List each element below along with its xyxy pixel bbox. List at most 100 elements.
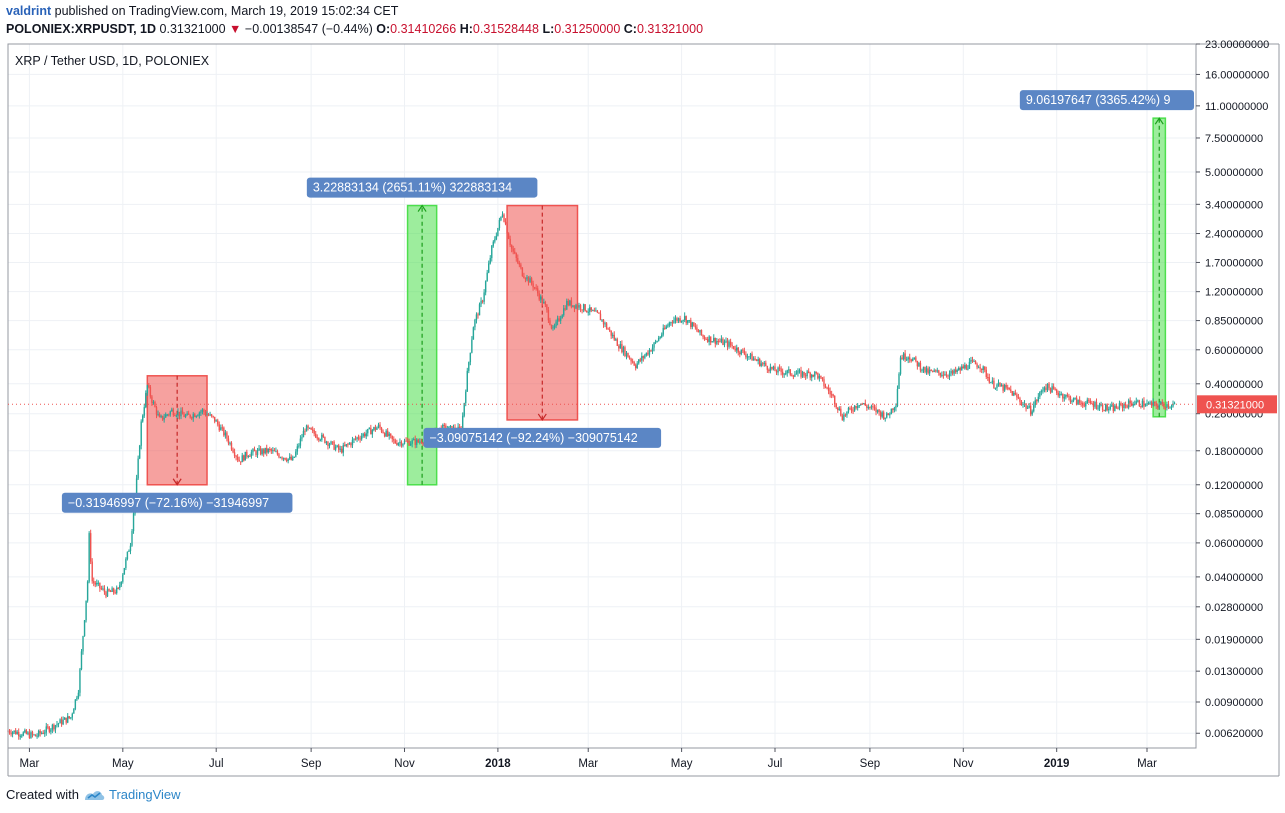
candle-body	[275, 451, 277, 453]
last-price-tag[interactable]	[1197, 395, 1277, 414]
candle-body	[319, 439, 322, 441]
candle-body	[337, 445, 340, 450]
candle-body	[902, 353, 905, 360]
tradingview-brand[interactable]: TradingView	[108, 787, 181, 802]
candle-body	[699, 329, 701, 333]
candle-body	[766, 366, 769, 370]
candle-body	[89, 533, 92, 562]
candle-body	[76, 697, 78, 700]
candle-body	[1005, 385, 1007, 388]
candle-body	[1129, 400, 1131, 404]
candle-body	[541, 296, 543, 304]
measure-label-bg	[1019, 90, 1194, 111]
candle-body	[1066, 395, 1069, 397]
candle-body	[111, 588, 113, 592]
candle-body	[772, 366, 775, 369]
candle-body	[853, 405, 856, 411]
y-tick-label: 0.60000000	[1205, 345, 1263, 357]
measurement-labels: 3.22883134 (2651.11%) 322883134 −0.319469…	[61, 90, 1194, 513]
candle-body	[824, 386, 827, 388]
candle-body	[82, 636, 84, 652]
candle-body	[341, 448, 343, 453]
candle-body	[840, 408, 842, 416]
candle-body	[411, 440, 413, 444]
candle-body	[301, 437, 303, 439]
candle-body	[100, 588, 103, 590]
candle-body	[307, 425, 309, 428]
candle-body	[970, 359, 972, 362]
candle-body	[1124, 404, 1127, 406]
candle-body	[1085, 403, 1087, 407]
candle-body	[1111, 405, 1113, 407]
candle-body	[990, 382, 992, 384]
candle-body	[151, 396, 153, 403]
candle-body	[795, 373, 798, 375]
candle-body	[305, 425, 308, 432]
candle-body	[621, 344, 623, 353]
candle-body	[288, 456, 291, 459]
candle-body	[249, 455, 251, 457]
candle-body	[362, 433, 364, 437]
candle-body	[818, 375, 821, 379]
candle-body	[627, 352, 629, 358]
candle-body	[1068, 395, 1070, 397]
candle-body	[1101, 404, 1104, 410]
candle-body	[521, 267, 524, 277]
candle-body	[1095, 401, 1098, 409]
candle-body	[910, 359, 912, 362]
candle-body	[690, 320, 692, 327]
candle-body	[187, 413, 190, 415]
candle-body	[1049, 388, 1052, 393]
candle-body	[276, 451, 279, 455]
candle-body	[367, 428, 369, 434]
measure-arrow-head	[537, 413, 547, 422]
candle-body	[947, 375, 949, 377]
candle-body	[884, 417, 886, 419]
candle-body	[342, 445, 344, 453]
candle-body	[791, 374, 793, 376]
candle-body	[927, 368, 929, 374]
measure-box-2[interactable]	[146, 375, 208, 486]
time-axis[interactable]: Mar May Jul Sep Nov 2018 Mar May Jul Sep Nov 2019 Ma…	[20, 748, 1158, 770]
candle-body	[405, 440, 407, 442]
candle-body	[677, 318, 680, 321]
candle-body	[1060, 393, 1062, 395]
candle-body	[734, 348, 736, 351]
candle-body	[386, 430, 389, 436]
price-axis[interactable]: 23.00000000 16.00000000 11.00000000 7.50000…	[1196, 39, 1277, 740]
candle-body	[876, 409, 879, 413]
y-tick-label: 2.40000000	[1205, 229, 1263, 241]
measurement-tools[interactable]	[146, 117, 1167, 486]
author-name[interactable]: valdrint	[6, 4, 52, 18]
candle-body	[1146, 403, 1148, 406]
candle-body	[895, 405, 897, 408]
candle-body	[478, 304, 481, 316]
candle-body	[486, 272, 488, 282]
candle-body	[1109, 406, 1111, 410]
candle-body	[670, 322, 672, 324]
candle-body	[922, 366, 925, 371]
candle-body	[861, 403, 863, 405]
candle-body	[357, 437, 360, 439]
candle-body	[515, 253, 517, 259]
candle-body	[217, 420, 219, 425]
candle-body	[858, 405, 860, 407]
candle-body	[705, 339, 707, 341]
candle-body	[682, 320, 684, 322]
candle-body	[732, 345, 735, 349]
candle-body	[625, 352, 628, 357]
candle-body	[252, 449, 254, 453]
candle-body	[330, 441, 332, 445]
candle-body	[912, 358, 914, 362]
candle-body	[763, 362, 765, 364]
candle-body	[996, 384, 998, 388]
candle-body	[80, 651, 83, 670]
candle-body	[523, 276, 525, 279]
candle-body	[11, 732, 14, 735]
candle-body	[1028, 405, 1030, 408]
candle-body	[1016, 394, 1018, 398]
candle-body	[1134, 403, 1136, 405]
candle-body	[1037, 396, 1040, 402]
candle-body	[400, 441, 403, 446]
